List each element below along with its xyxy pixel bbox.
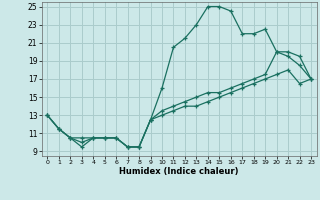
- X-axis label: Humidex (Indice chaleur): Humidex (Indice chaleur): [119, 167, 239, 176]
